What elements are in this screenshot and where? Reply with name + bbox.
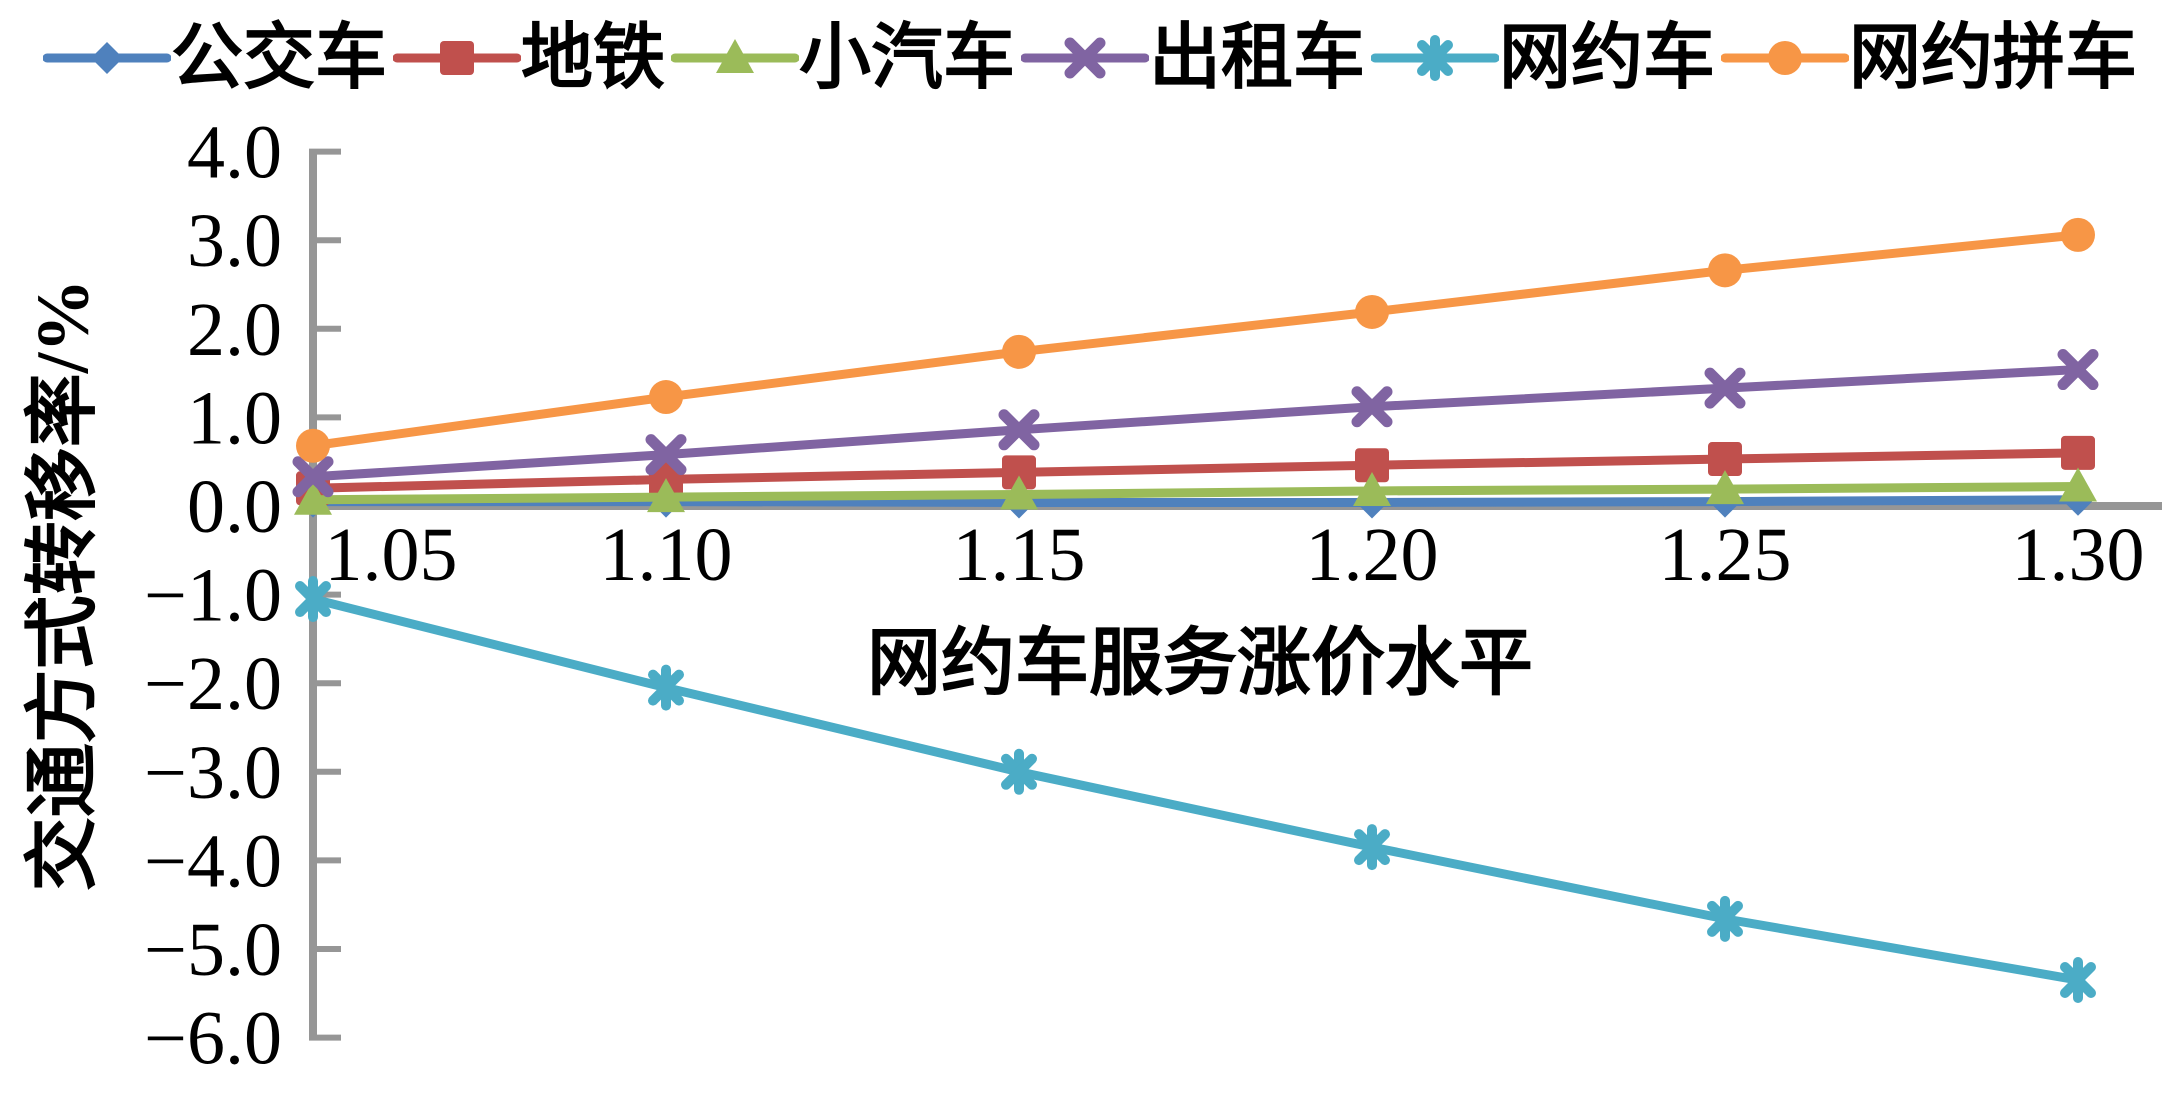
legend-label-ride-hailing: 网约车 [1499,18,1716,98]
y-tick-label: −5.0 [144,908,282,992]
legend-item-ride-hailing: 网约车 [1371,12,1715,104]
x-tick-label: 1.05 [325,513,458,597]
data-point-ride-hailing-carpool [296,428,330,463]
data-point-ride-hailing-carpool [1002,334,1036,369]
data-point-private-car [1000,475,1038,510]
data-point-taxi [1704,367,1746,409]
ride-hailing-carpool-legend-marker-icon [1721,41,1850,75]
data-point-ride-hailing-carpool [1708,253,1742,288]
data-point-ride-hailing [1707,895,1743,942]
x-tick-labels: 1.05 1.10 1.15 1.20 1.25 1.30 [325,513,2145,597]
y-tick-label: 3.0 [187,199,282,283]
data-point-private-car [1706,470,1744,505]
y-tick-label: 0.0 [187,465,282,549]
data-point-ride-hailing [295,576,331,623]
data-point-subway [1708,442,1742,477]
private-car-legend-marker-icon [670,39,799,73]
ride-hailing-legend-marker-icon [1371,35,1500,81]
legend-label-taxi: 出租车 [1149,18,1366,98]
data-point-ride-hailing [1001,748,1037,795]
x-tick-label: 1.30 [2012,513,2145,597]
y-tick-label: −1.0 [144,554,282,638]
data-point-taxi [1351,386,1393,428]
legend-label-ride-hailing-carpool: 网约拼车 [1849,18,2138,98]
data-point-ride-hailing [2060,957,2096,1004]
x-axis-title: 网约车服务涨价水平 [867,623,1533,705]
data-point-ride-hailing-carpool [1355,294,1389,329]
y-tick-label: −2.0 [144,642,282,726]
x-tick-label: 1.25 [1659,513,1792,597]
data-point-subway [1002,455,1036,490]
axes [309,148,2162,1041]
bus-legend-marker-icon [42,42,171,74]
data-point-ride-hailing [1354,824,1390,871]
data-point-private-car [294,480,332,515]
series-line-private-car [308,482,2083,505]
data-point-taxi [292,456,334,498]
data-point-ride-hailing-carpool [2061,217,2095,252]
y-tick-label: 2.0 [187,288,282,372]
legend-label-private-car: 小汽车 [798,18,1015,98]
legend-item-private-car: 小汽车 [670,12,1015,104]
series-line-ride-hailing [308,594,2083,985]
series-line-subway [308,448,2083,493]
y-tick-label: −4.0 [144,819,282,903]
taxi-legend-marker-icon [1021,37,1149,79]
series-ride-hailing [295,576,2096,1004]
y-tick-label: −6.0 [144,997,282,1081]
data-point-private-car [1353,471,1391,506]
legend-item-ride-hailing-carpool: 网约拼车 [1721,12,2137,104]
chart-legend: 公交车 地铁 小汽车 出租车 网约车 网约拼车 [0,8,2180,108]
y-tick-labels: 4.03.02.01.00.0−1.0−2.0−3.0−4.0−5.0−6.0 [144,111,282,1081]
data-point-taxi [2057,349,2099,391]
legend-item-taxi: 出租车 [1021,12,1365,104]
legend-label-subway: 地铁 [520,18,665,98]
data-point-subway [2061,435,2095,470]
data-point-ride-hailing-carpool [649,380,683,415]
y-tick-label: 1.0 [187,376,282,460]
series-taxi [292,349,2099,498]
legend-item-bus: 公交车 [42,12,387,104]
series-line-ride-hailing-carpool [308,230,2083,451]
y-tick-label: 4.0 [187,111,282,195]
series-line-taxi [308,365,2083,482]
data-point-taxi [998,409,1040,451]
x-tick-label: 1.20 [1306,513,1439,597]
data-point-private-car [2059,467,2097,502]
data-point-private-car [647,478,685,513]
x-tick-label: 1.10 [600,513,733,597]
data-point-taxi [645,434,687,476]
subway-legend-marker-icon [392,41,521,75]
y-tick-label: −3.0 [144,731,282,815]
x-tick-label: 1.15 [953,513,1086,597]
legend-label-bus: 公交车 [170,18,387,98]
data-point-subway [1355,448,1389,483]
series-private-car [294,467,2097,515]
data-point-ride-hailing [648,664,684,711]
legend-item-subway: 地铁 [392,12,665,104]
series-ride-hailing-carpool [296,217,2095,463]
